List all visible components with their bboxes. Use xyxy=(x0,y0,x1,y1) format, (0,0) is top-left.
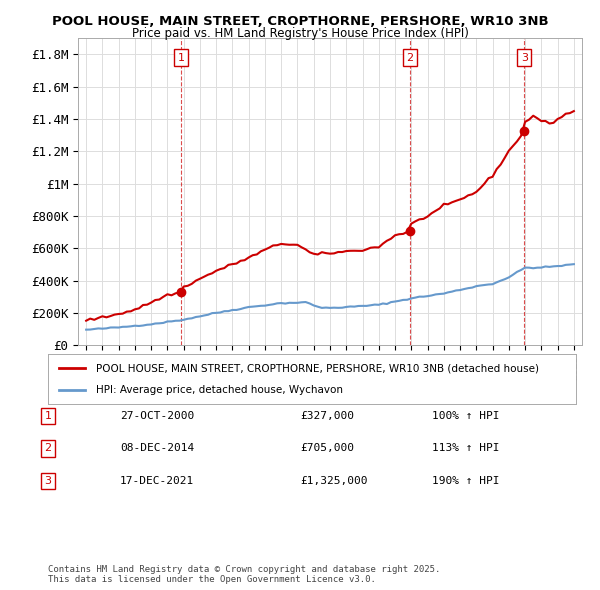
Text: 1: 1 xyxy=(44,411,52,421)
Text: 190% ↑ HPI: 190% ↑ HPI xyxy=(432,476,499,486)
Text: 3: 3 xyxy=(44,476,52,486)
Text: Price paid vs. HM Land Registry's House Price Index (HPI): Price paid vs. HM Land Registry's House … xyxy=(131,27,469,40)
Text: 3: 3 xyxy=(521,53,528,63)
Text: Contains HM Land Registry data © Crown copyright and database right 2025.
This d: Contains HM Land Registry data © Crown c… xyxy=(48,565,440,584)
Text: POOL HOUSE, MAIN STREET, CROPTHORNE, PERSHORE, WR10 3NB (detached house): POOL HOUSE, MAIN STREET, CROPTHORNE, PER… xyxy=(95,363,539,373)
Text: 1: 1 xyxy=(178,53,184,63)
Text: 17-DEC-2021: 17-DEC-2021 xyxy=(120,476,194,486)
Text: 113% ↑ HPI: 113% ↑ HPI xyxy=(432,444,499,453)
Text: 2: 2 xyxy=(44,444,52,453)
Text: POOL HOUSE, MAIN STREET, CROPTHORNE, PERSHORE, WR10 3NB: POOL HOUSE, MAIN STREET, CROPTHORNE, PER… xyxy=(52,15,548,28)
Text: £705,000: £705,000 xyxy=(300,444,354,453)
Text: £327,000: £327,000 xyxy=(300,411,354,421)
Text: 27-OCT-2000: 27-OCT-2000 xyxy=(120,411,194,421)
Text: 2: 2 xyxy=(407,53,414,63)
Text: HPI: Average price, detached house, Wychavon: HPI: Average price, detached house, Wych… xyxy=(95,385,343,395)
Text: 100% ↑ HPI: 100% ↑ HPI xyxy=(432,411,499,421)
Text: £1,325,000: £1,325,000 xyxy=(300,476,367,486)
Text: 08-DEC-2014: 08-DEC-2014 xyxy=(120,444,194,453)
